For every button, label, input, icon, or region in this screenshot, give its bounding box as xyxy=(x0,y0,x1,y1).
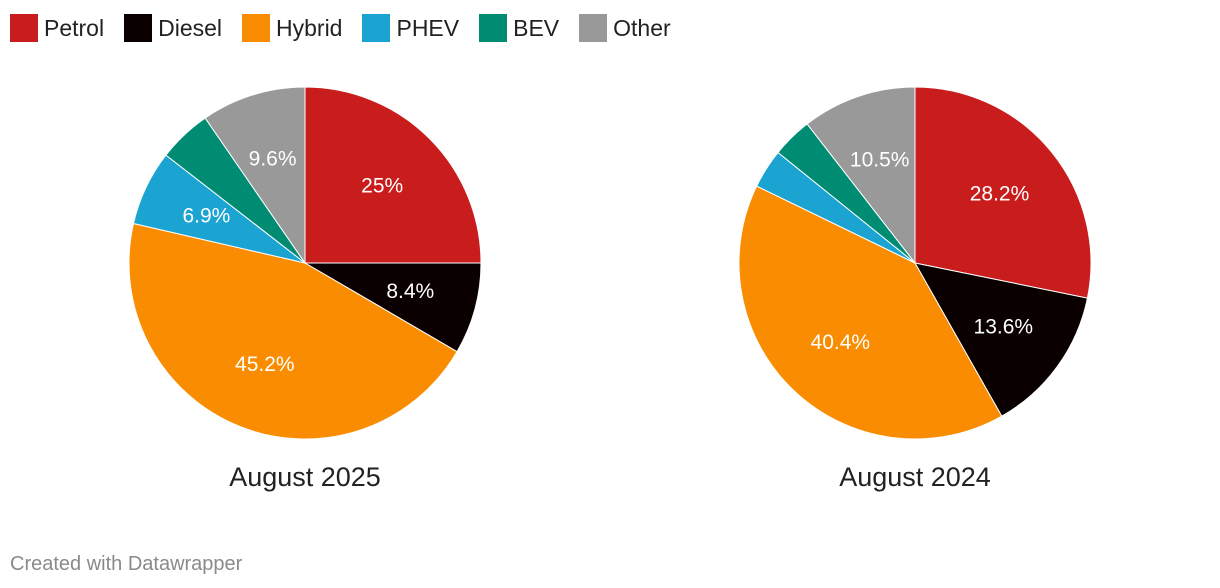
pie-slice-other xyxy=(204,86,306,265)
slice-label-other: 9.6% xyxy=(249,147,297,170)
pie-chart-2: 28.2% 13.6% 40.4% 10.5% August 2024 xyxy=(738,86,1092,492)
footer-credit: Created with Datawrapper xyxy=(10,553,243,575)
legend-label: PHEV xyxy=(396,15,460,41)
chart-title: August 2025 xyxy=(229,462,381,492)
legend-swatch xyxy=(579,14,608,42)
legend-item-hybrid: Hybrid xyxy=(242,14,342,42)
legend-label: Other xyxy=(613,15,671,41)
legend-item-phev: PHEV xyxy=(362,14,459,42)
slice-label-hybrid: 45.2% xyxy=(235,353,295,376)
legend-swatch xyxy=(10,14,38,42)
legend-item-other: Other xyxy=(579,14,671,42)
legend: Petrol Diesel Hybrid PHEV BEV Other xyxy=(10,12,691,44)
pie-slice-diesel xyxy=(914,262,1089,417)
legend-swatch xyxy=(479,14,508,42)
chart-title: August 2024 xyxy=(839,462,991,492)
slice-label-phev: 6.9% xyxy=(182,205,230,228)
pie-slice-other xyxy=(806,86,916,265)
pie-slice-hybrid xyxy=(738,185,1003,440)
slice-label-diesel: 8.4% xyxy=(386,280,434,303)
legend-label: BEV xyxy=(513,15,560,41)
legend-label: Petrol xyxy=(44,15,105,41)
legend-swatch xyxy=(362,14,391,42)
legend-label: Diesel xyxy=(158,15,223,41)
slice-label-petrol: 28.2% xyxy=(970,183,1030,206)
slice-label-petrol: 25% xyxy=(361,174,403,197)
legend-item-petrol: Petrol xyxy=(10,14,104,42)
slice-label-other: 10.5% xyxy=(850,148,910,171)
legend-label: Hybrid xyxy=(276,15,343,41)
pie-chart-1: 25% 8.4% 45.2% 6.9% 9.6% August 2025 xyxy=(128,86,482,492)
slice-label-diesel: 13.6% xyxy=(974,316,1034,339)
legend-item-bev: BEV xyxy=(479,14,559,42)
legend-item-diesel: Diesel xyxy=(124,14,222,42)
pie-slice-hybrid xyxy=(128,222,458,440)
legend-swatch xyxy=(124,14,153,42)
legend-swatch xyxy=(242,14,271,42)
pie-slice-diesel xyxy=(303,262,482,353)
slice-label-hybrid: 40.4% xyxy=(811,331,871,354)
pie-slice-petrol xyxy=(304,86,482,264)
pie-slice-petrol xyxy=(914,86,1092,299)
